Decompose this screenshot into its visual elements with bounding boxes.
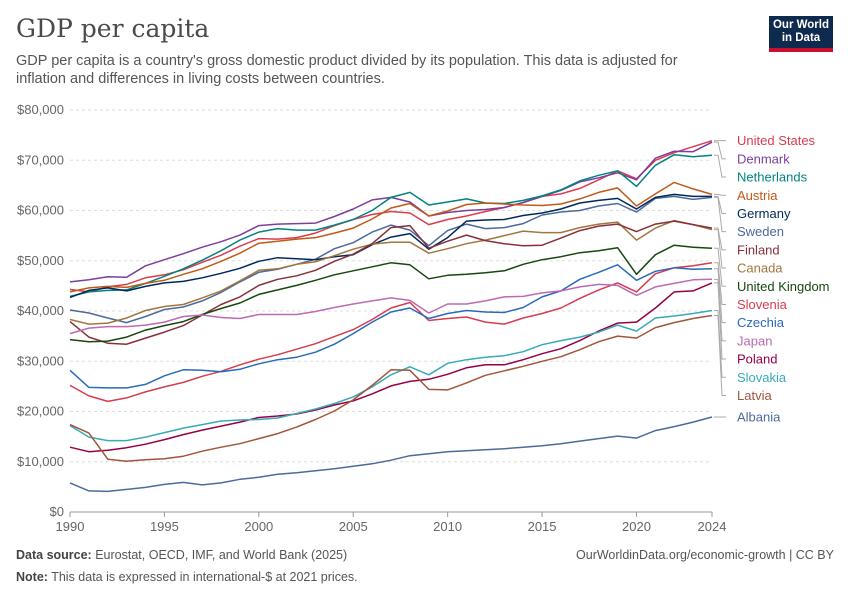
label-connector [714,229,726,269]
y-tick-label: $20,000 [17,404,64,419]
x-tick-label: 2024 [698,519,727,534]
note-text: This data is expressed in international-… [51,570,358,584]
label-connector [714,309,726,378]
y-tick-label: $0 [50,504,64,519]
y-tick-label: $10,000 [17,454,64,469]
label-connector [714,262,726,305]
x-tick-label: 1995 [150,519,179,534]
footer-url[interactable]: OurWorldinData.org/economic-growth | CC … [576,548,834,562]
logo-line-1: Our World [772,19,829,31]
label-connector [714,154,726,178]
series-line-finland [69,220,713,345]
series-label-finland: Finland [737,242,780,257]
series-line-poland [69,282,713,453]
label-connector [714,278,726,342]
label-connectors [714,140,726,418]
label-connector [714,196,726,233]
series-line-slovakia [69,309,713,442]
y-axis-tick-labels: $0 $10,000 $20,000 $30,000 $40,000 $50,000 $60… [17,102,64,519]
series-line-slovenia [69,262,713,403]
series-line-sweden [69,195,713,324]
grid-lines [70,109,712,513]
x-tick-label: 1990 [56,519,85,534]
series-label-austria: Austria [737,188,778,203]
y-tick-label: $50,000 [17,253,64,268]
series-label-sweden: Sweden [737,224,784,239]
series-line-germany [69,193,712,299]
y-tick-label: $30,000 [17,353,64,368]
footer-note: Note: This data is expressed in internat… [16,570,358,584]
series-label-canada: Canada [737,261,783,276]
label-connector [714,227,726,251]
source-label: Data source: [16,548,92,562]
chart-title: GDP per capita [16,14,210,43]
logo-line-2: in Data [781,32,821,44]
x-tick-label: 2010 [433,519,462,534]
x-tick-label: 2020 [622,519,651,534]
series-line-japan [69,278,713,335]
series-lines [69,139,713,493]
series-line-albania [69,416,713,493]
x-tick-label: 2015 [528,519,557,534]
series-label-denmark: Denmark [737,151,790,166]
series-line-czechia [69,264,713,389]
series-line-united-states [69,139,713,293]
label-connector [714,193,726,196]
series-labels: United States Denmark Netherlands Austria Ge… [737,133,830,424]
y-tick-label: $70,000 [17,152,64,167]
label-connector [714,195,726,214]
footer-source: Data source: Eurostat, OECD, IMF, and Wo… [16,548,347,562]
series-line-united-kingdom [69,244,713,343]
series-label-germany: Germany [737,206,791,221]
series-label-netherlands: Netherlands [737,170,808,185]
series-label-united-states: United States [737,133,816,148]
series-line-netherlands [69,153,713,298]
series-label-slovakia: Slovakia [737,370,787,385]
series-label-latvia: Latvia [737,388,772,403]
chart-subtitle: GDP per capita is a country's gross dome… [16,53,678,87]
series-line-canada [69,219,713,325]
series-label-czechia: Czechia [737,315,785,330]
series-label-united-kingdom: United Kingdom [737,279,830,294]
series-line-austria [69,181,713,293]
x-axis-tick-labels: 1990 1995 2000 2005 2010 2015 2020 2024 [56,512,727,534]
label-connector [714,282,726,360]
series-line-latvia [69,314,713,462]
y-tick-label: $40,000 [17,303,64,318]
series-label-albania: Albania [737,410,781,425]
owid-logo[interactable]: Our World in Data [769,16,833,52]
series-label-slovenia: Slovenia [737,297,788,312]
y-tick-label: $80,000 [17,102,64,117]
y-tick-label: $60,000 [17,203,64,218]
note-label: Note: [16,570,48,584]
label-connector [714,315,726,396]
source-text: Eurostat, OECD, IMF, and World Bank (202… [95,548,348,562]
label-connector [714,141,726,160]
x-tick-label: 2005 [339,519,368,534]
series-label-japan: Japan [737,333,772,348]
series-label-poland: Poland [737,352,777,367]
label-connector [714,268,726,324]
label-connector [714,247,726,287]
x-tick-label: 2000 [244,519,273,534]
